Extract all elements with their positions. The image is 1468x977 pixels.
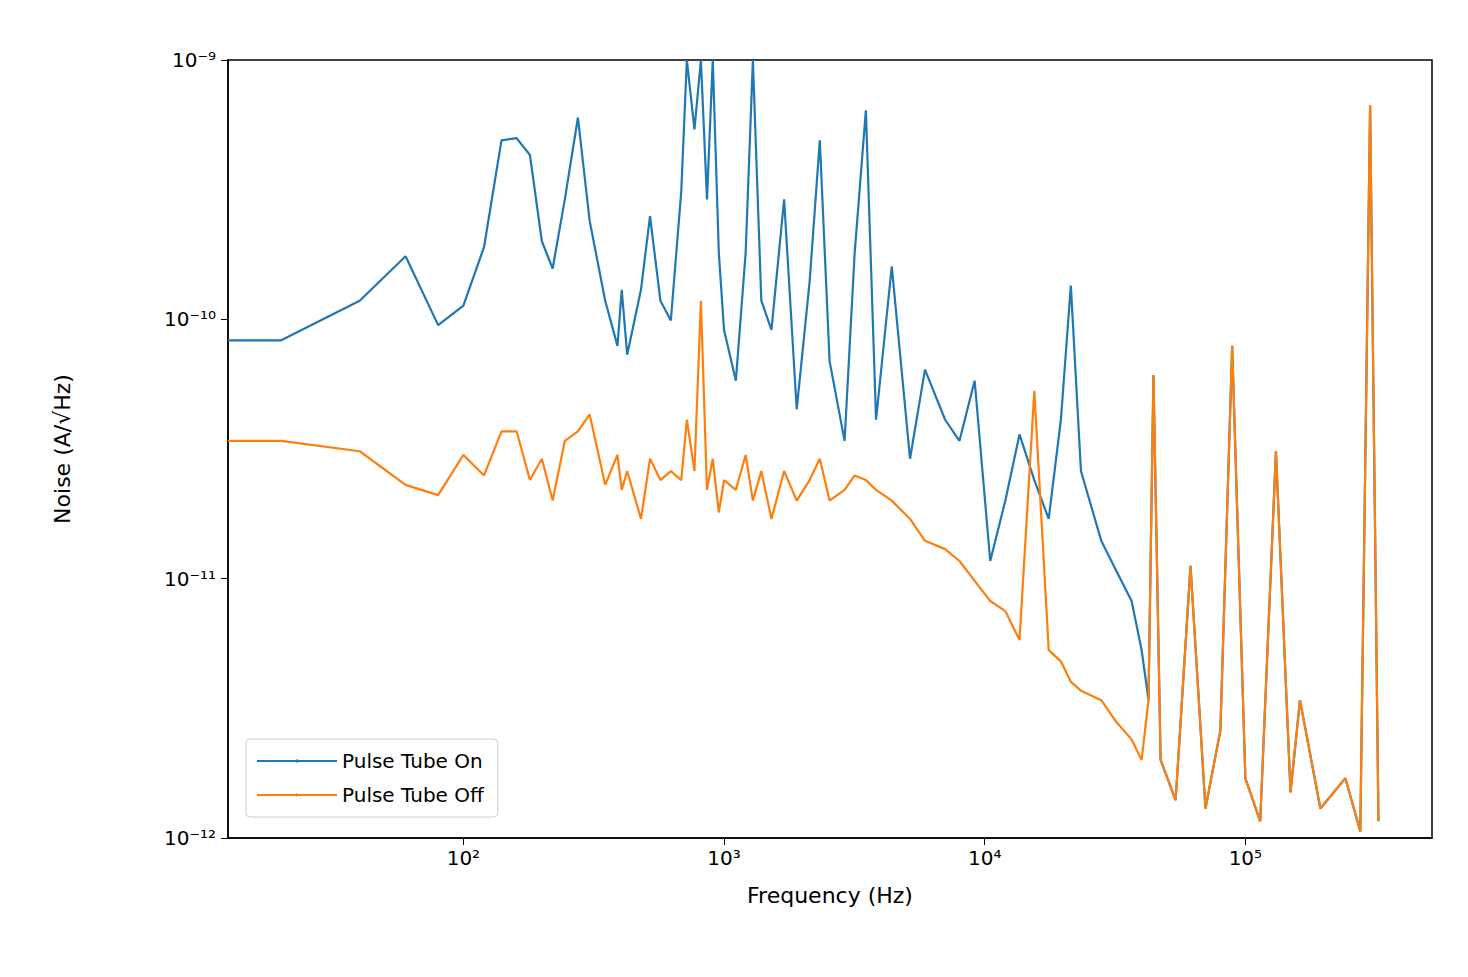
svg-text:Pulse Tube Off: Pulse Tube Off	[342, 783, 485, 807]
svg-text:10⁻¹²: 10⁻¹²	[164, 826, 216, 850]
svg-text:Noise (A/√Hz): Noise (A/√Hz)	[50, 374, 75, 524]
svg-text:10⁻¹¹: 10⁻¹¹	[164, 567, 216, 591]
svg-text:10⁴: 10⁴	[968, 846, 1001, 870]
svg-text:Pulse Tube On: Pulse Tube On	[342, 749, 483, 773]
svg-text:10⁵: 10⁵	[1229, 846, 1262, 870]
svg-text:10²: 10²	[447, 846, 480, 870]
svg-text:10⁻⁹: 10⁻⁹	[172, 48, 216, 72]
svg-text:10⁻¹⁰: 10⁻¹⁰	[164, 307, 216, 331]
svg-text:Frequency (Hz): Frequency (Hz)	[747, 883, 913, 908]
svg-text:10³: 10³	[707, 846, 740, 870]
